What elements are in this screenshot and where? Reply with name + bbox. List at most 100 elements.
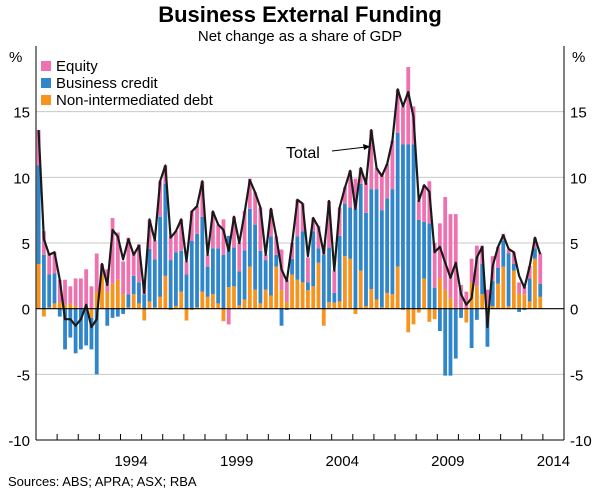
equity-bar xyxy=(316,225,321,249)
equity-bar xyxy=(237,243,242,272)
equity-bar xyxy=(258,207,263,251)
credit-bar xyxy=(78,308,83,350)
credit-bar xyxy=(517,308,522,312)
credit-bar xyxy=(168,260,173,309)
credit-bar xyxy=(474,308,479,320)
equity-bar xyxy=(94,253,99,292)
credit-bar xyxy=(306,282,310,291)
equity-bar xyxy=(131,252,136,276)
credit-bar xyxy=(390,189,395,295)
credit-bar xyxy=(337,235,342,302)
equity-bar xyxy=(517,282,522,294)
debt-bar xyxy=(137,303,141,309)
equity-bar xyxy=(247,178,252,209)
credit-bar xyxy=(258,250,263,304)
credit-bar xyxy=(311,231,316,287)
credit-bar xyxy=(237,271,242,306)
y-tick-label-left: -5 xyxy=(17,367,30,384)
equity-bar xyxy=(511,252,516,265)
equity-bar xyxy=(453,214,458,308)
debt-bar xyxy=(152,307,157,309)
debt-bar xyxy=(47,307,52,309)
equity-bar xyxy=(327,200,331,248)
debt-bar xyxy=(506,306,511,309)
equity-bar xyxy=(538,253,543,284)
credit-bar xyxy=(216,248,221,304)
debt-bar xyxy=(401,308,405,310)
equity-bar xyxy=(168,236,173,261)
credit-bar xyxy=(342,203,347,257)
credit-bar xyxy=(269,236,273,296)
legend-swatch-debt xyxy=(41,95,51,105)
debt-bar xyxy=(474,286,479,309)
credit-bar xyxy=(210,248,215,295)
credit-bar xyxy=(284,308,289,310)
credit-bar xyxy=(94,308,99,375)
debt-bar xyxy=(253,289,258,309)
y-tick-label-right: 0 xyxy=(570,302,578,319)
credit-bar xyxy=(36,165,41,265)
credit-bar xyxy=(459,308,463,318)
credit-bar xyxy=(416,220,421,309)
equity-bar xyxy=(295,199,300,237)
credit-bar xyxy=(490,281,495,307)
credit-bar xyxy=(89,317,94,350)
equity-bar xyxy=(210,211,215,249)
debt-bar xyxy=(179,291,184,309)
debt-bar xyxy=(438,278,442,309)
debt-bar xyxy=(453,307,458,309)
debt-bar xyxy=(443,289,448,309)
credit-bar xyxy=(247,208,252,267)
credit-bar xyxy=(432,287,437,309)
debt-bar xyxy=(538,296,543,309)
credit-bar xyxy=(300,231,305,283)
credit-bar xyxy=(131,275,136,295)
credit-bar xyxy=(290,258,294,275)
debt-bar xyxy=(300,282,305,309)
equity-bar xyxy=(269,208,273,237)
equity-bar xyxy=(395,89,400,133)
equity-bar xyxy=(390,140,395,190)
credit-bar xyxy=(422,221,426,279)
credit-bar xyxy=(121,308,126,314)
equity-bar xyxy=(374,168,379,190)
debt-bar xyxy=(216,303,221,309)
equity-bar xyxy=(126,237,131,295)
debt-bar xyxy=(527,301,532,309)
debt-bar xyxy=(142,308,147,321)
credit-bar xyxy=(137,282,141,304)
debt-bar xyxy=(184,308,189,321)
credit-bar xyxy=(52,273,57,304)
legend-swatch-credit xyxy=(41,78,51,88)
debt-bar xyxy=(517,293,522,309)
debt-bar xyxy=(195,307,199,309)
credit-bar xyxy=(533,248,537,259)
credit-bar xyxy=(358,183,363,271)
debt-bar xyxy=(306,290,310,309)
debt-bar xyxy=(411,308,416,325)
credit-bar xyxy=(110,308,115,318)
equity-bar xyxy=(432,243,437,288)
credit-bar xyxy=(174,252,178,307)
debt-bar xyxy=(332,302,337,309)
equity-bar xyxy=(216,224,221,249)
credit-bar xyxy=(42,254,46,309)
debt-bar xyxy=(295,279,300,309)
debt-bar xyxy=(448,298,453,309)
equity-bar xyxy=(469,258,474,283)
y-tick-label-left: 0 xyxy=(22,302,30,319)
credit-bar xyxy=(253,224,258,290)
credit-bar xyxy=(316,248,321,263)
equity-bar xyxy=(438,223,442,279)
x-tick-label: 1994 xyxy=(114,453,147,470)
debt-bar xyxy=(464,308,469,323)
x-tick-label: 2004 xyxy=(326,453,359,470)
equity-bar xyxy=(200,181,205,217)
debt-bar xyxy=(89,308,94,318)
credit-bar xyxy=(395,132,400,267)
debt-bar xyxy=(94,291,99,309)
bars xyxy=(36,67,543,376)
credit-bar xyxy=(295,236,300,280)
credit-bar xyxy=(332,292,337,303)
